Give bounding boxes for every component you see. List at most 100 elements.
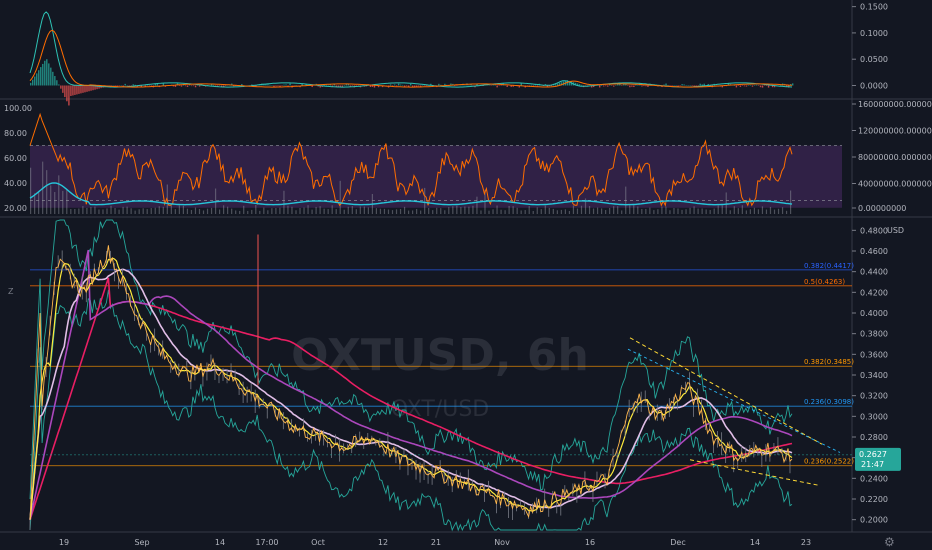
- macd-histogram-bar: [188, 84, 191, 86]
- macd-histogram-bar: [190, 85, 193, 87]
- price-tick-label: 0.3000: [860, 412, 888, 421]
- volume-bar: [693, 206, 695, 214]
- macd-histogram-bar: [389, 84, 392, 86]
- fib-level-label: 0.382(0.4417): [804, 262, 854, 270]
- volume-bar: [605, 209, 607, 214]
- time-tick-label: 16: [585, 538, 595, 547]
- macd-histogram-bar: [194, 85, 197, 88]
- macd-histogram-bar: [749, 85, 752, 86]
- macd-histogram-bar: [218, 85, 221, 86]
- volume-bar: [375, 208, 378, 214]
- macd-histogram-bar: [329, 83, 331, 86]
- price-tick-label: 0.3400: [860, 371, 888, 380]
- volume-bar: [540, 209, 542, 214]
- volume-bar: [596, 207, 599, 214]
- macd-histogram-bar: [689, 85, 691, 86]
- rsi-line: [29, 112, 793, 207]
- macd-histogram-bar: [184, 85, 187, 87]
- volume-bar: [275, 208, 277, 214]
- macd-histogram-bar: [285, 84, 287, 86]
- settings-icon[interactable]: ⚙: [884, 535, 895, 549]
- volume-bar: [472, 205, 474, 214]
- macd-histogram-bar: [468, 84, 470, 86]
- macd-histogram-bar: [506, 85, 508, 87]
- rsi-tick-label: 80.00: [4, 129, 27, 138]
- macd-histogram-bar: [134, 84, 136, 86]
- price-tick-label: 0.2400: [860, 474, 888, 483]
- volume-bar: [460, 207, 462, 214]
- volume-bar: [416, 209, 418, 214]
- volume-bar: [30, 167, 32, 214]
- macd-histogram-bar: [231, 83, 233, 86]
- macd-histogram-bar: [90, 85, 92, 91]
- volume-bar: [653, 210, 655, 214]
- macd-tick-label: 0.0000: [860, 81, 888, 90]
- macd-histogram-bar: [174, 85, 177, 87]
- macd-histogram-bar: [450, 83, 452, 86]
- price-panel: OXTUSD, 6h OXT/USD 0.4800 0.4600 0.4400 0.4…: [29, 219, 888, 532]
- volume-bar: [391, 210, 394, 214]
- macd-histogram-bar: [643, 85, 645, 87]
- volume-bar: [777, 208, 780, 214]
- volume-bar: [186, 208, 189, 214]
- volume-bar: [781, 207, 784, 214]
- macd-histogram-bar: [747, 85, 750, 86]
- macd-histogram-bar: [267, 84, 269, 86]
- macd-histogram-bar: [627, 85, 629, 86]
- fib-level-label: 0.382(0.3485): [804, 358, 854, 366]
- volume-bar: [343, 209, 345, 214]
- macd-histogram-bar: [556, 83, 559, 86]
- volume-bar: [524, 210, 526, 214]
- long-moving-average: [29, 277, 793, 520]
- volume-bar: [291, 206, 293, 214]
- price-tick-label: 0.4000: [860, 309, 888, 318]
- volume-bar: [673, 207, 675, 214]
- volume-bar: [773, 209, 776, 214]
- macd-histogram-bar: [675, 85, 677, 86]
- macd-histogram-bar: [34, 76, 36, 86]
- macd-histogram-bar: [779, 84, 782, 86]
- rsi-panel: 100.00 80.00 60.00 40.00 20.00 160000000.0000…: [4, 100, 932, 214]
- macd-histogram-bar: [554, 84, 557, 86]
- macd-histogram-bar: [32, 79, 34, 86]
- macd-histogram-bar: [671, 85, 673, 87]
- macd-histogram-bar: [707, 83, 709, 86]
- volume-bar: [741, 205, 743, 214]
- macd-histogram-bar: [496, 85, 498, 88]
- time-tick-label: Oct: [311, 538, 325, 547]
- volume-bar: [154, 207, 156, 214]
- macd-histogram-bar: [530, 84, 533, 86]
- volume-bar: [588, 206, 591, 214]
- volume-bar: [102, 209, 104, 214]
- price-line: [29, 245, 793, 520]
- volume-bar: [580, 205, 583, 214]
- volume-tick-label: 0.00000000: [858, 204, 906, 213]
- time-axis[interactable]: 19 Sep 14 17:00 Oct 12 21 Nov 16 Dec 14 23: [59, 538, 811, 547]
- macd-histogram-bar: [62, 85, 64, 93]
- macd-histogram-bar: [430, 83, 432, 86]
- volume-bar: [713, 208, 715, 214]
- volume-bar: [347, 206, 349, 214]
- volume-bar: [749, 209, 751, 214]
- zoom-icon[interactable]: Z: [8, 287, 14, 296]
- volume-bar: [363, 206, 365, 214]
- macd-histogram-bar: [669, 85, 671, 87]
- macd-histogram-bar: [393, 84, 396, 86]
- macd-histogram-bar: [186, 85, 189, 87]
- price-tick-label: 0.4400: [860, 268, 888, 277]
- volume-bar: [440, 208, 442, 214]
- macd-histogram-bar: [739, 85, 742, 87]
- time-tick-label: Dec: [670, 538, 685, 547]
- macd-histogram-bar: [641, 85, 643, 87]
- volume-bar: [239, 210, 241, 214]
- macd-histogram-bar: [759, 85, 762, 88]
- volume-bar: [765, 209, 768, 214]
- macd-histogram-bar: [86, 85, 88, 92]
- fib-level-label: 0.236(0.3098): [804, 398, 854, 406]
- volume-bar: [753, 207, 755, 214]
- volume-bar: [130, 208, 132, 214]
- macd-tick-label: 0.0500: [860, 55, 888, 64]
- volume-bar: [629, 205, 631, 214]
- price-tick-label: 0.3800: [860, 330, 888, 339]
